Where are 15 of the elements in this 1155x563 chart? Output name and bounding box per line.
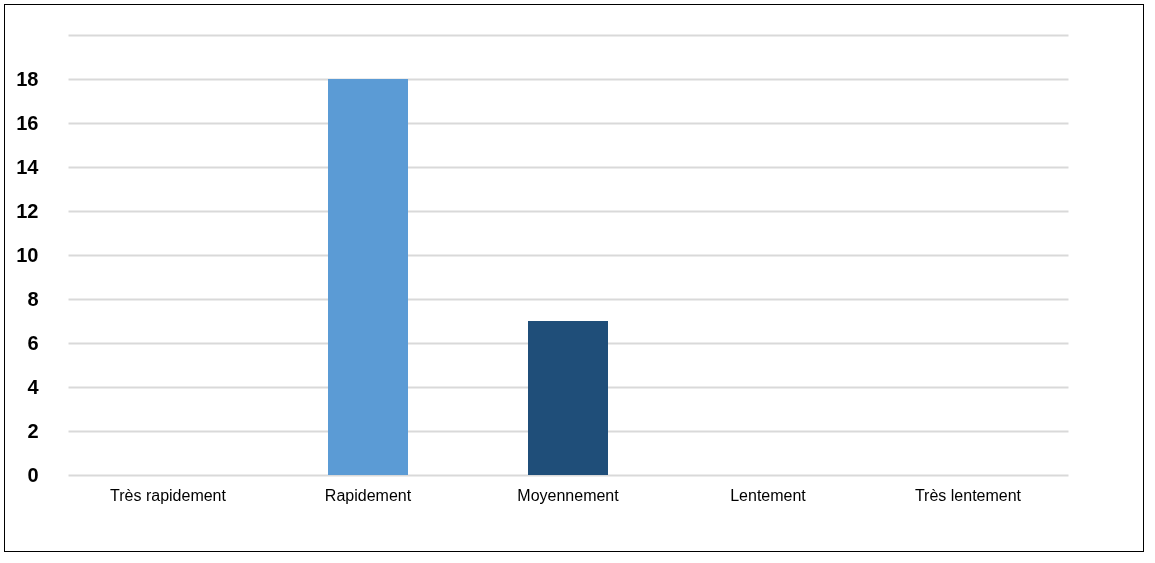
x-tick-label: Moyennement <box>517 486 620 504</box>
x-tick-label: Très rapidement <box>110 486 227 504</box>
y-tick-label: 8 <box>27 287 39 310</box>
y-tick-label: 12 <box>16 199 39 222</box>
y-tick-label: 16 <box>16 111 39 134</box>
x-tick-label: Très lentement <box>914 486 1022 504</box>
x-tick-label: Rapidement <box>324 486 412 504</box>
y-tick-label: 4 <box>27 375 40 398</box>
y-tick-label: 10 <box>16 243 39 266</box>
y-tick-label: 6 <box>27 331 39 354</box>
y-tick-label: 14 <box>16 155 40 178</box>
x-tick-label: Lentement <box>730 486 807 504</box>
y-tick-label: 18 <box>16 67 39 90</box>
y-tick-label: 0 <box>27 463 39 486</box>
y-tick-label: 2 <box>27 419 39 442</box>
